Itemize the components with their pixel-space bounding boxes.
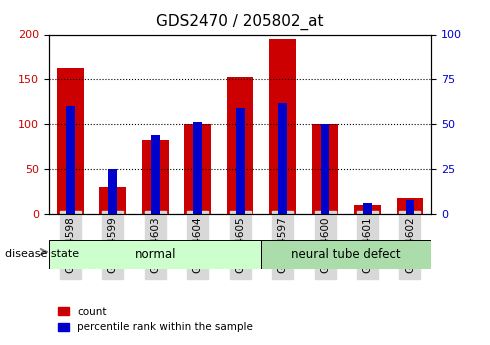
Title: GDS2470 / 205802_at: GDS2470 / 205802_at: [156, 14, 324, 30]
Bar: [269, 39, 296, 214]
Bar: [406, 199, 415, 214]
Text: normal: normal: [134, 248, 176, 261]
Bar: [66, 106, 74, 214]
Bar: [312, 124, 339, 214]
Bar: [363, 203, 372, 214]
Legend: count, percentile rank within the sample: count, percentile rank within the sample: [54, 303, 257, 336]
Bar: [57, 68, 84, 214]
FancyBboxPatch shape: [261, 240, 431, 269]
Text: disease state: disease state: [5, 249, 79, 258]
Bar: [396, 198, 423, 214]
FancyBboxPatch shape: [49, 240, 261, 269]
Bar: [184, 124, 211, 214]
Bar: [193, 122, 202, 214]
Bar: [354, 205, 381, 214]
Bar: [108, 169, 117, 214]
Bar: [151, 135, 160, 214]
Bar: [142, 140, 169, 214]
Bar: [236, 108, 245, 214]
Bar: [278, 103, 287, 214]
Bar: [99, 187, 126, 214]
Bar: [320, 124, 329, 214]
Text: neural tube defect: neural tube defect: [292, 248, 401, 261]
Bar: [227, 77, 253, 214]
